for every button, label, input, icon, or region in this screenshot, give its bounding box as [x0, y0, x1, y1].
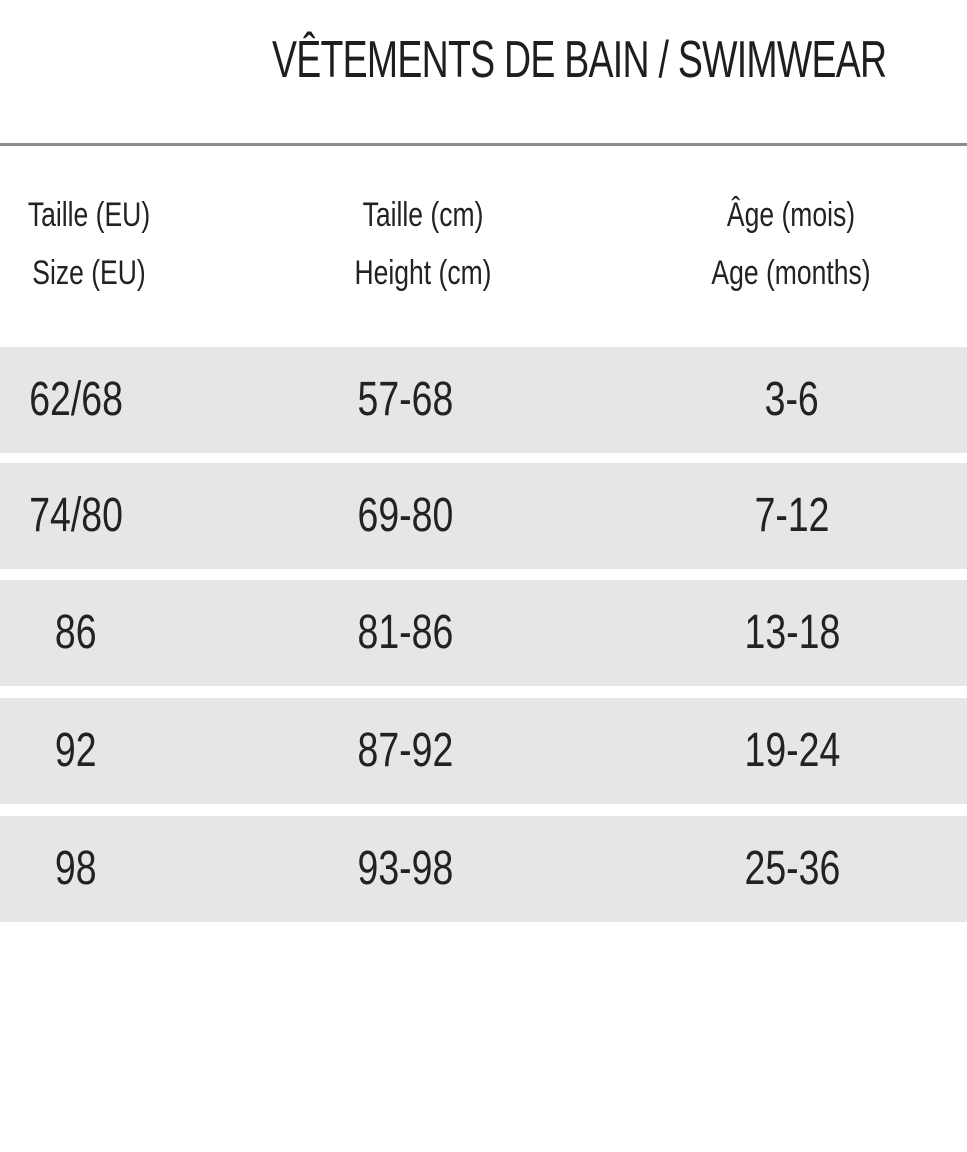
page-title: VÊTEMENTS DE BAIN / SWIMWEAR	[272, 31, 887, 89]
header-height-en: Height (cm)	[354, 254, 492, 292]
cell-height: 69-80	[357, 489, 453, 542]
cell-height: 57-68	[357, 373, 453, 426]
header-size-fr: Taille (EU)	[27, 196, 151, 234]
header-age: Âge (mois) Age (months)	[660, 186, 922, 302]
cell-age: 25-36	[744, 842, 840, 895]
header-size: Taille (EU) Size (EU)	[0, 186, 178, 302]
table-row: 98 93-98 25-36	[0, 816, 967, 922]
cell-height: 93-98	[357, 842, 453, 895]
header-age-fr: Âge (mois)	[726, 196, 856, 234]
cell-age: 19-24	[744, 724, 840, 777]
header-height: Taille (cm) Height (cm)	[305, 186, 541, 302]
cell-size: 74/80	[29, 489, 123, 542]
table-row: 86 81-86 13-18	[0, 580, 967, 686]
header-age-en: Age (months)	[711, 254, 871, 292]
header-height-fr: Taille (cm)	[362, 196, 484, 234]
table-row: 62/68 57-68 3-6	[0, 347, 967, 453]
table-header: Taille (EU) Size (EU) Taille (cm) Height…	[0, 186, 967, 306]
table-row: 92 87-92 19-24	[0, 698, 967, 804]
cell-height: 87-92	[357, 724, 453, 777]
cell-size: 62/68	[29, 373, 123, 426]
header-size-en: Size (EU)	[32, 254, 146, 292]
cell-age: 7-12	[754, 489, 830, 542]
cell-size: 86	[55, 606, 97, 659]
cell-age: 3-6	[764, 373, 820, 426]
table-row: 74/80 69-80 7-12	[0, 463, 967, 569]
cell-size: 98	[55, 842, 97, 895]
title-divider	[0, 143, 967, 146]
cell-size: 92	[55, 724, 97, 777]
cell-height: 81-86	[357, 606, 453, 659]
cell-age: 13-18	[744, 606, 840, 659]
